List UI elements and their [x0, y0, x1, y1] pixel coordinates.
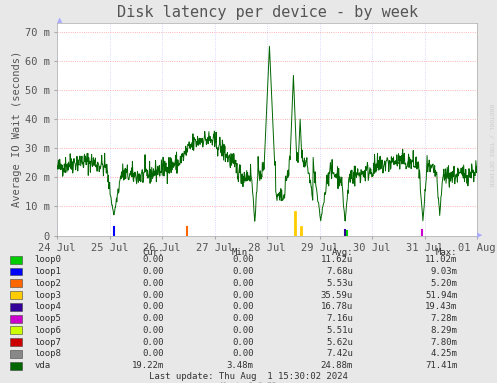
Text: Munin 2.0.75: Munin 2.0.75 [221, 381, 276, 383]
Text: loop6: loop6 [35, 326, 62, 335]
Text: 5.51u: 5.51u [326, 326, 353, 335]
Text: 0.00: 0.00 [143, 267, 164, 276]
Text: 0.00: 0.00 [143, 314, 164, 323]
Text: 4.25m: 4.25m [430, 350, 457, 358]
Text: ▶: ▶ [477, 232, 483, 239]
Title: Disk latency per device - by week: Disk latency per device - by week [117, 5, 417, 20]
Text: 0.00: 0.00 [232, 303, 253, 311]
Text: loop1: loop1 [35, 267, 62, 276]
Text: vda: vda [35, 361, 51, 370]
Text: 0.00: 0.00 [143, 279, 164, 288]
Text: 19.43m: 19.43m [425, 303, 457, 311]
Text: 0.00: 0.00 [232, 255, 253, 264]
Text: loop5: loop5 [35, 314, 62, 323]
Text: 51.94m: 51.94m [425, 291, 457, 300]
Text: 0.00: 0.00 [143, 350, 164, 358]
Text: 11.62u: 11.62u [321, 255, 353, 264]
FancyBboxPatch shape [10, 326, 22, 334]
Text: 5.20m: 5.20m [430, 279, 457, 288]
Text: 0.00: 0.00 [232, 326, 253, 335]
Text: 0.00: 0.00 [232, 267, 253, 276]
Text: Cur:: Cur: [143, 248, 164, 257]
Text: 0.00: 0.00 [143, 255, 164, 264]
Text: Min:: Min: [232, 248, 253, 257]
Text: 0.00: 0.00 [232, 350, 253, 358]
Text: loop2: loop2 [35, 279, 62, 288]
FancyBboxPatch shape [10, 315, 22, 322]
Text: 8.29m: 8.29m [430, 326, 457, 335]
Text: 7.16u: 7.16u [326, 314, 353, 323]
Text: 71.41m: 71.41m [425, 361, 457, 370]
Text: 0.00: 0.00 [232, 338, 253, 347]
Text: 0.00: 0.00 [232, 291, 253, 300]
Text: 0.00: 0.00 [232, 279, 253, 288]
Text: Avg:: Avg: [331, 248, 353, 257]
Text: RRDTOOL / TOBI OETIKER: RRDTOOL / TOBI OETIKER [489, 104, 494, 187]
Text: Max:: Max: [436, 248, 457, 257]
Text: 19.22m: 19.22m [132, 361, 164, 370]
Text: 7.28m: 7.28m [430, 314, 457, 323]
Text: 0.00: 0.00 [143, 326, 164, 335]
Text: 16.78u: 16.78u [321, 303, 353, 311]
FancyBboxPatch shape [10, 362, 22, 370]
FancyBboxPatch shape [10, 291, 22, 299]
Text: 3.48m: 3.48m [227, 361, 253, 370]
Text: loop8: loop8 [35, 350, 62, 358]
Y-axis label: Average IO Wait (seconds): Average IO Wait (seconds) [12, 51, 22, 207]
FancyBboxPatch shape [10, 279, 22, 287]
Text: 0.00: 0.00 [143, 338, 164, 347]
FancyBboxPatch shape [10, 268, 22, 275]
Text: 35.59u: 35.59u [321, 291, 353, 300]
Text: 11.02m: 11.02m [425, 255, 457, 264]
Text: 0.00: 0.00 [143, 303, 164, 311]
Text: ▲: ▲ [57, 17, 63, 23]
Text: loop4: loop4 [35, 303, 62, 311]
Text: Last update: Thu Aug  1 15:30:02 2024: Last update: Thu Aug 1 15:30:02 2024 [149, 372, 348, 381]
Text: 9.03m: 9.03m [430, 267, 457, 276]
Text: 7.80m: 7.80m [430, 338, 457, 347]
Text: 0.00: 0.00 [143, 291, 164, 300]
Text: 24.88m: 24.88m [321, 361, 353, 370]
Text: 5.62u: 5.62u [326, 338, 353, 347]
Text: 7.68u: 7.68u [326, 267, 353, 276]
Text: loop0: loop0 [35, 255, 62, 264]
FancyBboxPatch shape [10, 350, 22, 358]
Text: loop7: loop7 [35, 338, 62, 347]
Text: 7.42u: 7.42u [326, 350, 353, 358]
Text: loop3: loop3 [35, 291, 62, 300]
FancyBboxPatch shape [10, 303, 22, 311]
FancyBboxPatch shape [10, 338, 22, 346]
Text: 5.53u: 5.53u [326, 279, 353, 288]
FancyBboxPatch shape [10, 256, 22, 264]
Text: 0.00: 0.00 [232, 314, 253, 323]
